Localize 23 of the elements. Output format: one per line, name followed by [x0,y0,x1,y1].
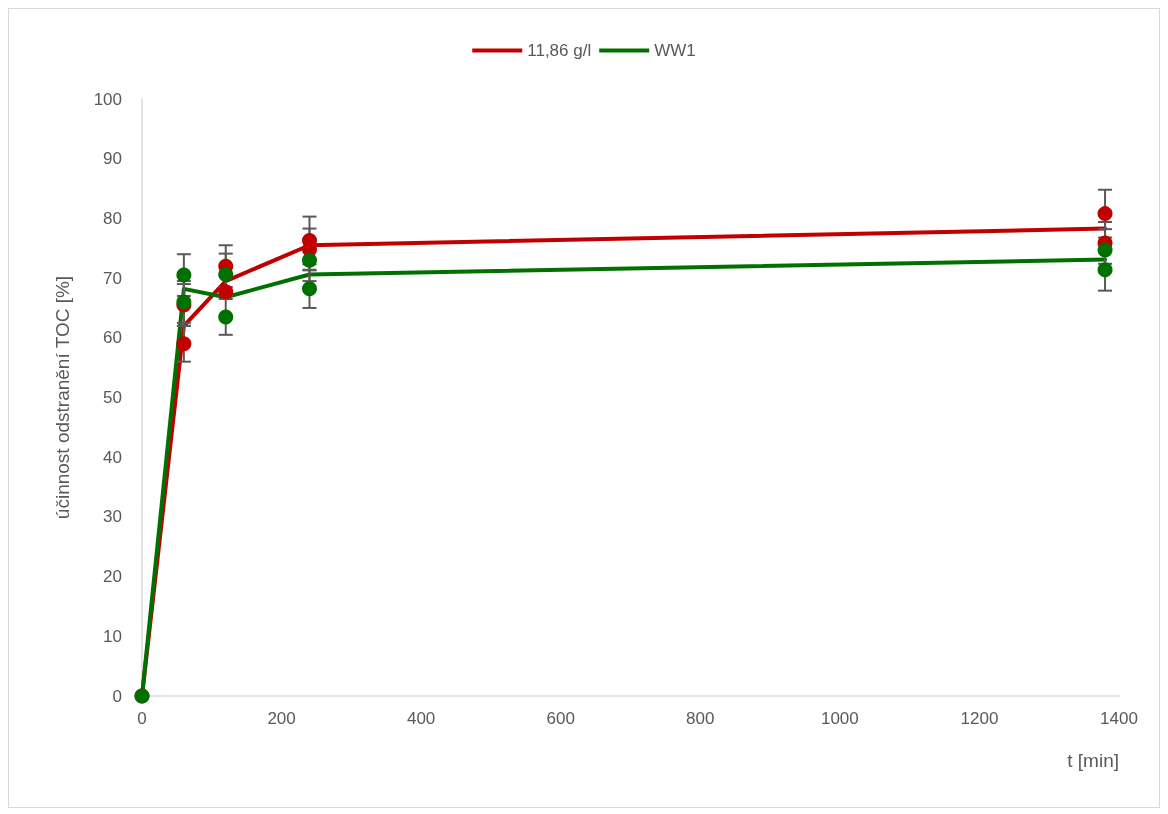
y-tick-label: 20 [103,567,122,587]
x-tick-label: 1000 [820,709,859,728]
x-tick-label: 400 [406,709,436,728]
y-tick-label: 50 [103,388,122,407]
y-tick-label: 80 [103,208,122,228]
y-tick-label: 60 [103,328,122,348]
legend-label: WW1 [654,41,696,60]
y-tick-label: 90 [103,149,122,169]
y-tick-label: 0 [112,686,122,706]
x-tick-label: 200 [267,709,296,728]
legend-label: 11,86 g/l [527,41,592,60]
x-tick-label: 600 [546,709,575,728]
x-tick-label: 0 [137,709,147,728]
x-tick-label: 1200 [960,709,999,728]
y-tick-label: 40 [103,447,122,467]
y-axis-title: účinnost odstranění TOC [%] [52,275,73,520]
x-tick-label: 800 [686,709,715,728]
y-tick-label: 70 [103,268,122,288]
y-tick-label: 100 [93,89,122,109]
y-tick-label: 10 [103,626,122,646]
x-tick-label: 1400 [1100,709,1138,728]
x-axis-title: t [min] [1067,750,1119,771]
y-tick-label: 30 [103,507,122,527]
